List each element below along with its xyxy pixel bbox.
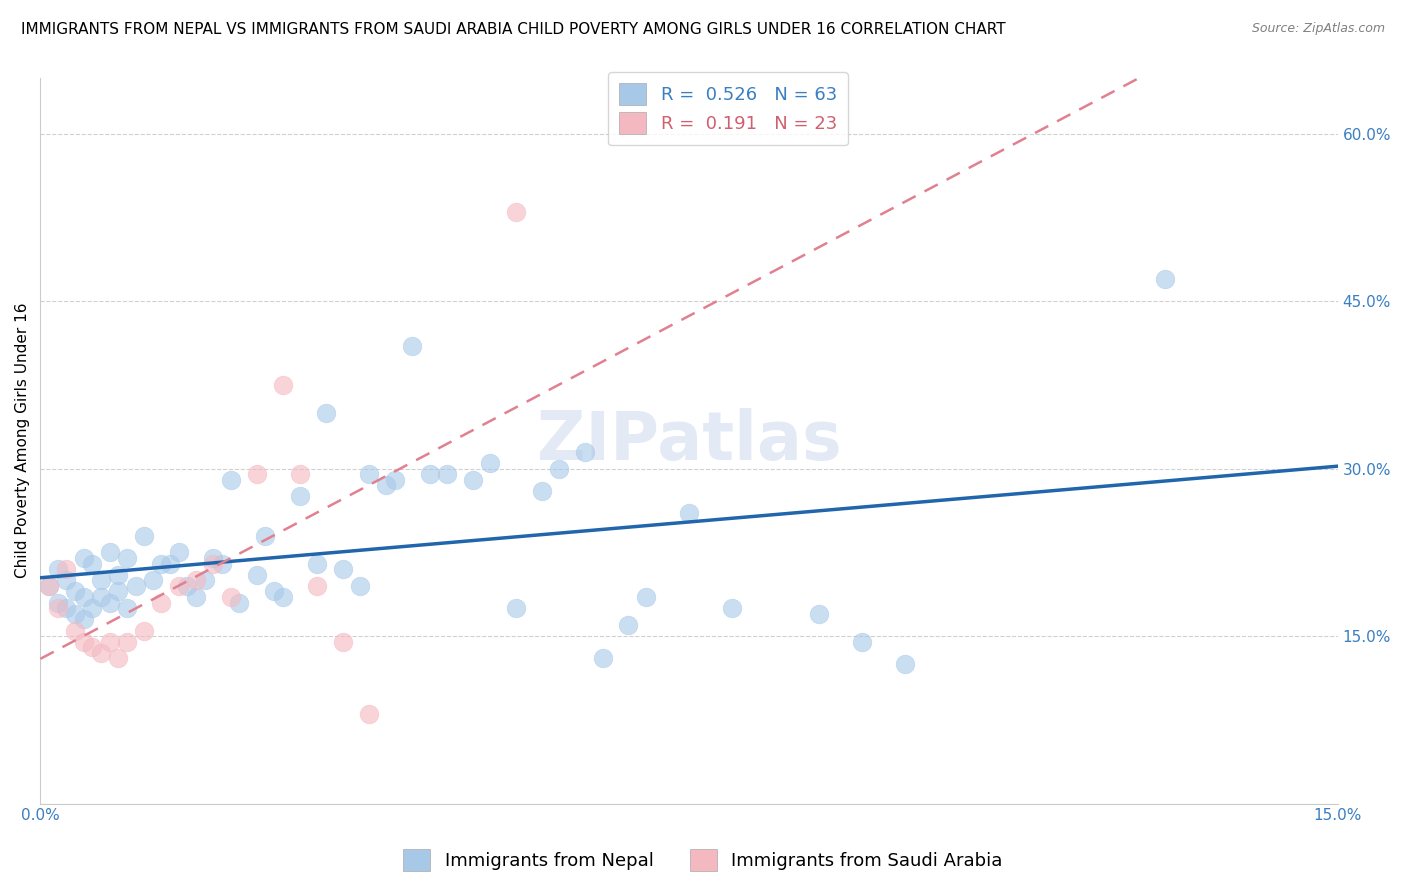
Point xyxy=(219,590,242,604)
Point xyxy=(194,574,217,588)
Point xyxy=(263,584,285,599)
Point xyxy=(219,473,242,487)
Point xyxy=(332,634,354,648)
Point xyxy=(134,528,156,542)
Point xyxy=(73,550,96,565)
Text: IMMIGRANTS FROM NEPAL VS IMMIGRANTS FROM SAUDI ARABIA CHILD POVERTY AMONG GIRLS : IMMIGRANTS FROM NEPAL VS IMMIGRANTS FROM… xyxy=(21,22,1005,37)
Point xyxy=(315,406,337,420)
Point xyxy=(271,590,294,604)
Point xyxy=(46,562,69,576)
Point xyxy=(82,557,104,571)
Point xyxy=(90,646,112,660)
Point xyxy=(548,461,571,475)
Point xyxy=(63,624,86,638)
Point xyxy=(98,596,121,610)
Point xyxy=(63,584,86,599)
Point xyxy=(246,567,269,582)
Point xyxy=(73,634,96,648)
Point xyxy=(73,590,96,604)
Text: Source: ZipAtlas.com: Source: ZipAtlas.com xyxy=(1251,22,1385,36)
Point xyxy=(90,574,112,588)
Point xyxy=(678,506,700,520)
Point xyxy=(574,445,596,459)
Point xyxy=(82,601,104,615)
Point xyxy=(254,528,277,542)
Point xyxy=(894,657,917,671)
Point xyxy=(419,467,441,482)
Point xyxy=(592,651,614,665)
Point xyxy=(150,557,173,571)
Point xyxy=(436,467,458,482)
Point xyxy=(159,557,181,571)
Point xyxy=(184,574,207,588)
Point xyxy=(357,707,380,722)
Point xyxy=(202,550,225,565)
Point xyxy=(107,584,129,599)
Y-axis label: Child Poverty Among Girls Under 16: Child Poverty Among Girls Under 16 xyxy=(15,303,30,578)
Point xyxy=(82,640,104,655)
Point xyxy=(150,596,173,610)
Point xyxy=(107,651,129,665)
Point xyxy=(332,562,354,576)
Point xyxy=(807,607,830,621)
Point xyxy=(401,339,423,353)
Point xyxy=(98,545,121,559)
Legend: Immigrants from Nepal, Immigrants from Saudi Arabia: Immigrants from Nepal, Immigrants from S… xyxy=(396,842,1010,879)
Point xyxy=(617,618,640,632)
Point xyxy=(124,579,146,593)
Point xyxy=(228,596,250,610)
Point xyxy=(307,579,329,593)
Point xyxy=(1153,271,1175,285)
Point xyxy=(115,634,138,648)
Point xyxy=(202,557,225,571)
Point xyxy=(38,579,60,593)
Point xyxy=(349,579,371,593)
Point xyxy=(288,467,311,482)
Point xyxy=(90,590,112,604)
Point xyxy=(505,204,527,219)
Point xyxy=(55,562,77,576)
Point xyxy=(288,490,311,504)
Point xyxy=(142,574,165,588)
Point xyxy=(184,590,207,604)
Point xyxy=(115,550,138,565)
Point xyxy=(73,612,96,626)
Point xyxy=(167,545,190,559)
Text: ZIPatlas: ZIPatlas xyxy=(537,408,841,474)
Point xyxy=(55,601,77,615)
Point xyxy=(176,579,198,593)
Point xyxy=(530,483,553,498)
Point xyxy=(375,478,398,492)
Point xyxy=(38,579,60,593)
Point xyxy=(46,596,69,610)
Point xyxy=(134,624,156,638)
Point xyxy=(384,473,406,487)
Point xyxy=(721,601,744,615)
Point xyxy=(63,607,86,621)
Legend: R =  0.526   N = 63, R =  0.191   N = 23: R = 0.526 N = 63, R = 0.191 N = 23 xyxy=(609,72,848,145)
Point xyxy=(634,590,657,604)
Point xyxy=(357,467,380,482)
Point xyxy=(246,467,269,482)
Point xyxy=(461,473,484,487)
Point xyxy=(107,567,129,582)
Point xyxy=(307,557,329,571)
Point xyxy=(211,557,233,571)
Point xyxy=(505,601,527,615)
Point xyxy=(98,634,121,648)
Point xyxy=(479,456,502,470)
Point xyxy=(55,574,77,588)
Point xyxy=(46,601,69,615)
Point xyxy=(851,634,873,648)
Point xyxy=(167,579,190,593)
Point xyxy=(271,377,294,392)
Point xyxy=(115,601,138,615)
